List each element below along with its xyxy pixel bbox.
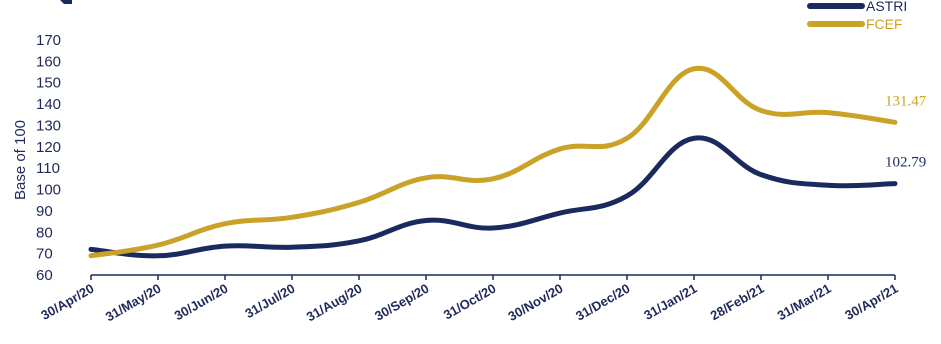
legend: ASTRI FCEF (807, 0, 907, 32)
y-tick-label: 170 (36, 32, 61, 49)
x-tick-label: 31/Jan/21 (641, 281, 699, 323)
axes (90, 274, 896, 280)
y-tick-label: 90 (36, 203, 53, 220)
x-tick-labels: 30/Apr/20 31/May/20 30/Jun/20 31/Jul/20 31/A… (38, 281, 900, 325)
x-tick-label: 28/Feb/21 (708, 281, 767, 324)
x-tick-label: 31/May/20 (103, 281, 164, 325)
series-line-fcef (88, 65, 898, 259)
y-tick-label: 60 (36, 267, 53, 284)
y-tick-label: 70 (36, 246, 53, 263)
end-labels: 102.79 131.47 (885, 93, 927, 170)
legend-label-astri: ASTRI (866, 0, 907, 14)
series-line-astri (88, 135, 898, 259)
y-tick-label: 120 (36, 139, 61, 156)
series-lines (88, 65, 898, 259)
x-tick-label: 30/Apr/21 (842, 281, 900, 323)
y-tick-label: 140 (36, 96, 61, 113)
x-tick-label: 31/Mar/21 (775, 281, 834, 324)
x-tick-label: 30/Sep/20 (372, 281, 431, 324)
y-tick-label: 150 (36, 75, 61, 92)
x-tick-label: 30/Apr/20 (38, 281, 96, 323)
x-tick-label: 31/Oct/20 (441, 281, 499, 323)
y-tick-labels: 60 70 80 90 100 110 120 130 140 150 160 170 (36, 32, 61, 284)
title-fragment-glyph (60, 0, 72, 4)
x-tick-label: 31/Jul/20 (242, 281, 297, 321)
y-axis-label: Base of 100 (12, 120, 29, 200)
x-tick-label: 31/Aug/20 (304, 281, 365, 325)
y-tick-label: 80 (36, 224, 53, 241)
end-label-fcef: 131.47 (885, 93, 927, 109)
y-tick-label: 100 (36, 182, 61, 199)
end-label-astri: 102.79 (885, 155, 926, 171)
x-tick-label: 31/Dec/20 (573, 281, 632, 324)
legend-label-fcef: FCEF (866, 16, 903, 32)
y-tick-label: 160 (36, 53, 61, 70)
x-tick-label: 30/Jun/20 (172, 281, 231, 324)
x-tick-label: 30/Nov/20 (505, 281, 565, 324)
y-tick-label: 110 (36, 160, 60, 177)
y-tick-label: 130 (36, 117, 61, 134)
